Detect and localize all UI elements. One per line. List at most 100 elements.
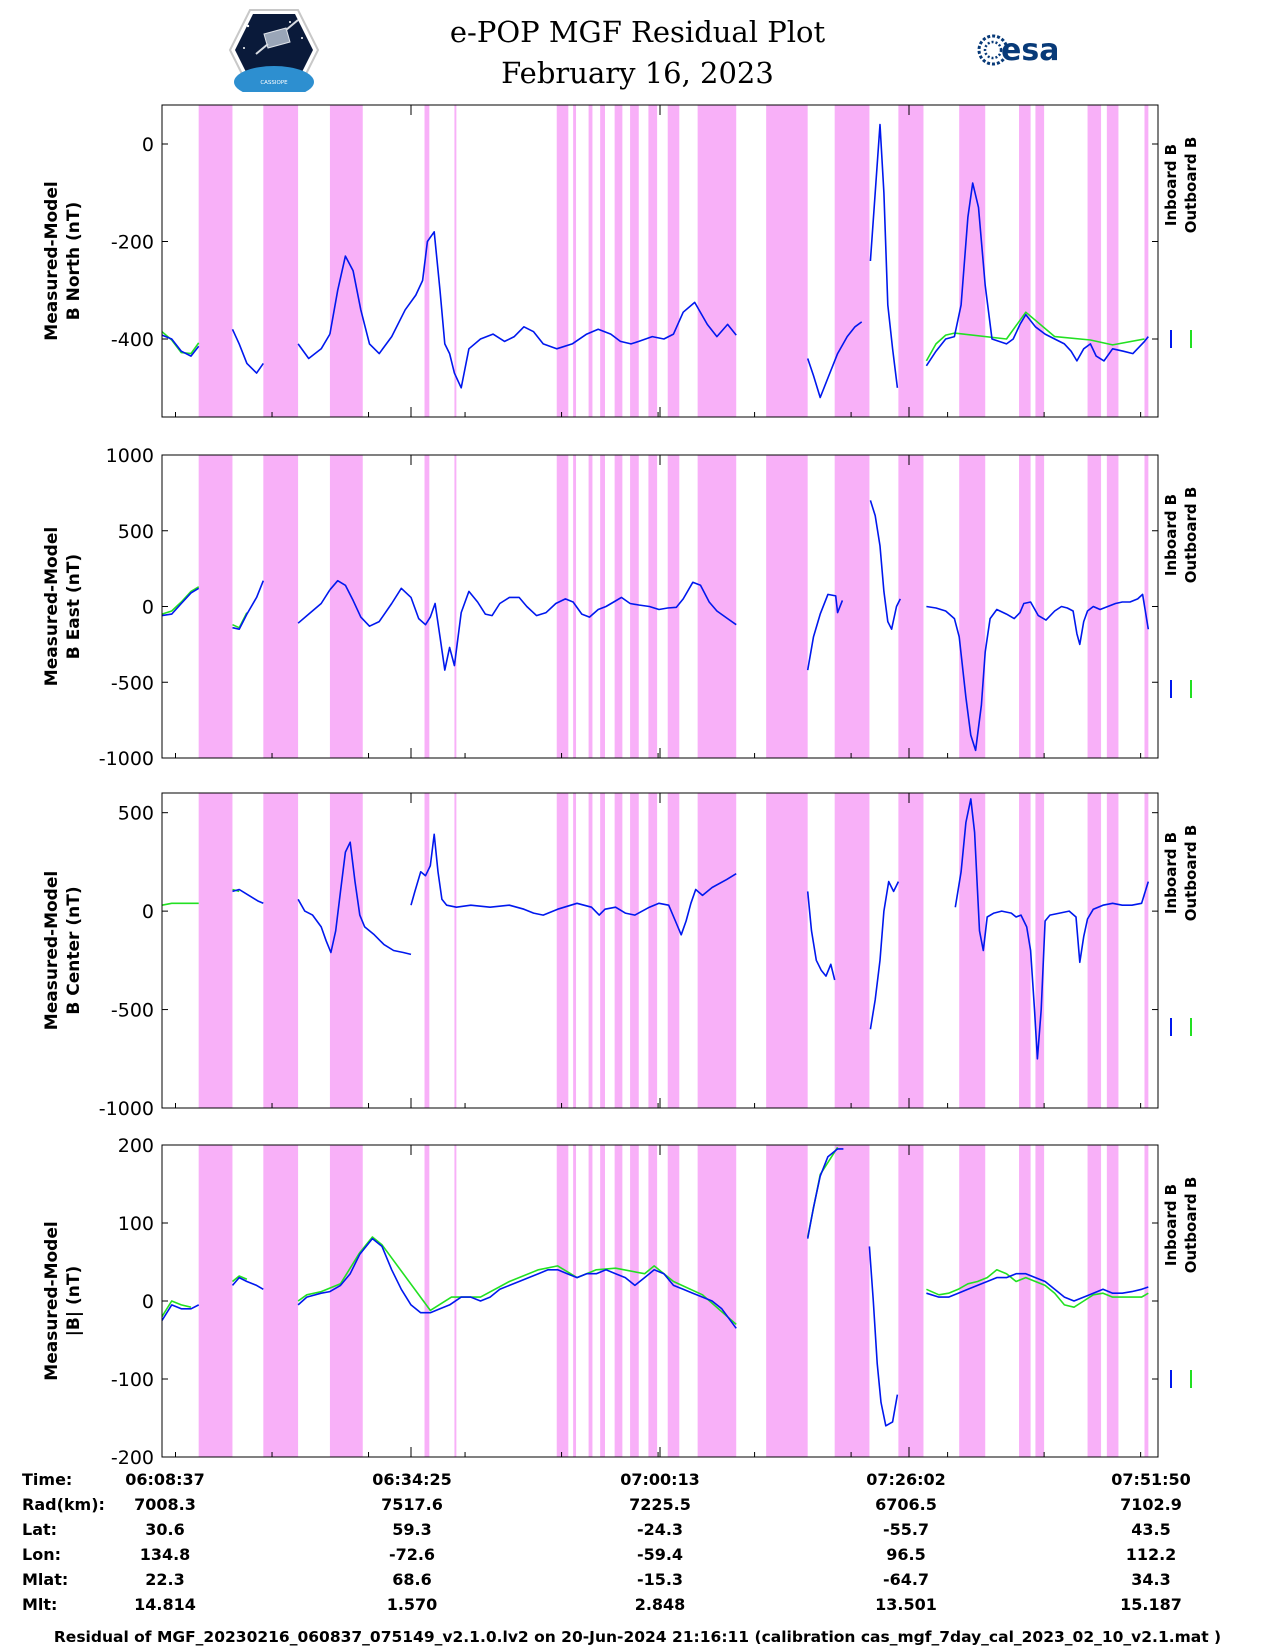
table-cell: 7008.3 — [134, 1495, 196, 1514]
table-cell: 34.3 — [1131, 1570, 1171, 1589]
data-gap-band — [766, 105, 808, 417]
inboard-b-line — [231, 1276, 264, 1290]
y-tick-label: 100 — [118, 1213, 154, 1235]
legend-label: Inboard B — [1162, 144, 1180, 226]
y-axis-label: B Center (nT) — [64, 886, 84, 1014]
table-cell: 134.8 — [139, 1545, 191, 1564]
data-gap-band — [263, 793, 299, 1108]
table-cell: -55.7 — [882, 1520, 930, 1539]
table-cell: -24.3 — [636, 1520, 684, 1539]
data-gap-band — [1144, 105, 1149, 417]
data-gap-band — [1106, 105, 1119, 417]
data-gap-band — [600, 793, 605, 1108]
data-gap-band — [329, 1145, 363, 1457]
table-cell: 59.3 — [392, 1520, 432, 1539]
table-cell: 96.5 — [886, 1545, 926, 1564]
y-tick-label: 0 — [142, 597, 154, 619]
data-gap-band — [424, 105, 430, 417]
y-axis-label: B East (nT) — [64, 554, 84, 659]
inboard-b-line — [869, 880, 900, 1030]
data-gap-band — [630, 1145, 639, 1457]
table-row-label: Rad(km): — [22, 1495, 105, 1514]
legend-label: Inboard B — [1162, 1184, 1180, 1266]
data-gap-band — [648, 1145, 658, 1457]
table-cell: 7517.6 — [381, 1495, 443, 1514]
table-cell: 07:26:02 — [866, 1470, 946, 1489]
panel-2: 1000 500 0 -500 -1000 Measured-Model B East (n… — [42, 445, 1200, 770]
outboard-b-line — [161, 902, 199, 906]
outboard-b-line — [231, 1275, 248, 1283]
table-row: Rad(km): 7008.3 7517.6 7225.5 6706.5 7102.9 — [0, 1495, 1275, 1517]
y-axis-label: Measured-Model — [42, 181, 62, 340]
data-gap-band — [630, 793, 639, 1108]
data-gap-band — [1106, 1145, 1119, 1457]
data-gap-band — [263, 455, 299, 758]
data-gap-band — [1087, 793, 1102, 1108]
data-gap-band — [667, 793, 680, 1108]
outboard-b-line — [232, 612, 248, 629]
plot-frame — [161, 792, 1159, 1109]
legend-label: Outboard B — [1182, 137, 1200, 234]
data-gap-band — [198, 793, 233, 1108]
data-gap-band — [573, 455, 577, 758]
inboard-b-line — [297, 841, 412, 956]
data-gap-band — [614, 1145, 623, 1457]
inboard-b-line — [161, 587, 200, 617]
table-row: Lat: 30.6 59.3 -24.3 -55.7 43.5 — [0, 1520, 1275, 1542]
data-gap-band — [630, 455, 639, 758]
data-gap-band — [588, 455, 593, 758]
data-gap-band — [648, 105, 658, 417]
inboard-b-line — [161, 1304, 200, 1321]
data-gap-band — [329, 455, 363, 758]
table-cell: 1.570 — [386, 1595, 438, 1614]
data-gap-band — [898, 105, 924, 417]
data-gap-band — [959, 793, 986, 1108]
y-axis-label: B North (nT) — [64, 202, 84, 321]
data-gap-band — [766, 1145, 808, 1457]
inboard-b-line — [329, 579, 737, 671]
outboard-b-line — [297, 1236, 737, 1326]
table-row: Mlt: 14.814 1.570 2.848 13.501 15.187 — [0, 1595, 1275, 1617]
data-gap-band — [556, 455, 569, 758]
table-cell: 06:08:37 — [125, 1470, 205, 1489]
inboard-b-line — [926, 593, 1150, 752]
table-cell: -15.3 — [636, 1570, 684, 1589]
table-cell: 14.814 — [134, 1595, 196, 1614]
data-gap-band — [1019, 1145, 1031, 1457]
data-gap-band — [1106, 793, 1119, 1108]
y-axis-label: |B| (nT) — [64, 1266, 84, 1337]
legend-label: Outboard B — [1182, 825, 1200, 922]
data-gap-band — [1087, 1145, 1102, 1457]
y-tick-label: -1000 — [99, 1098, 154, 1120]
data-gap-band — [614, 105, 623, 417]
data-gap-band — [614, 455, 623, 758]
table-cell: 06:34:25 — [372, 1470, 452, 1489]
data-gap-band — [424, 793, 430, 1108]
data-gap-band — [697, 1145, 737, 1457]
y-tick-label: 500 — [118, 803, 154, 825]
inboard-b-line — [869, 500, 902, 630]
y-tick-label: 200 — [118, 1135, 154, 1157]
data-gap-band — [573, 105, 577, 417]
inboard-b-line — [410, 833, 737, 936]
data-gap-band — [329, 793, 363, 1108]
data-gap-band — [454, 793, 457, 1108]
inboard-b-line — [806, 321, 863, 399]
data-gap-band — [667, 1145, 680, 1457]
inboard-b-line — [232, 888, 264, 905]
table-cell: 22.3 — [145, 1570, 185, 1589]
y-tick-label: -500 — [111, 1000, 154, 1022]
inboard-b-line — [161, 334, 200, 357]
inboard-b-line — [806, 593, 844, 671]
table-cell: 13.501 — [875, 1595, 937, 1614]
legend-label: Inboard B — [1162, 494, 1180, 576]
inboard-b-line — [297, 589, 331, 624]
plot-title: e-POP MGF Residual Plot — [449, 15, 826, 49]
data-gap-band — [424, 1145, 430, 1457]
data-gap-band — [600, 105, 605, 417]
data-gap-band — [424, 455, 430, 758]
legend-label: Outboard B — [1182, 487, 1200, 584]
table-cell: 07:00:13 — [620, 1470, 700, 1489]
inboard-b-line — [329, 231, 737, 389]
data-gap-band — [198, 455, 233, 758]
